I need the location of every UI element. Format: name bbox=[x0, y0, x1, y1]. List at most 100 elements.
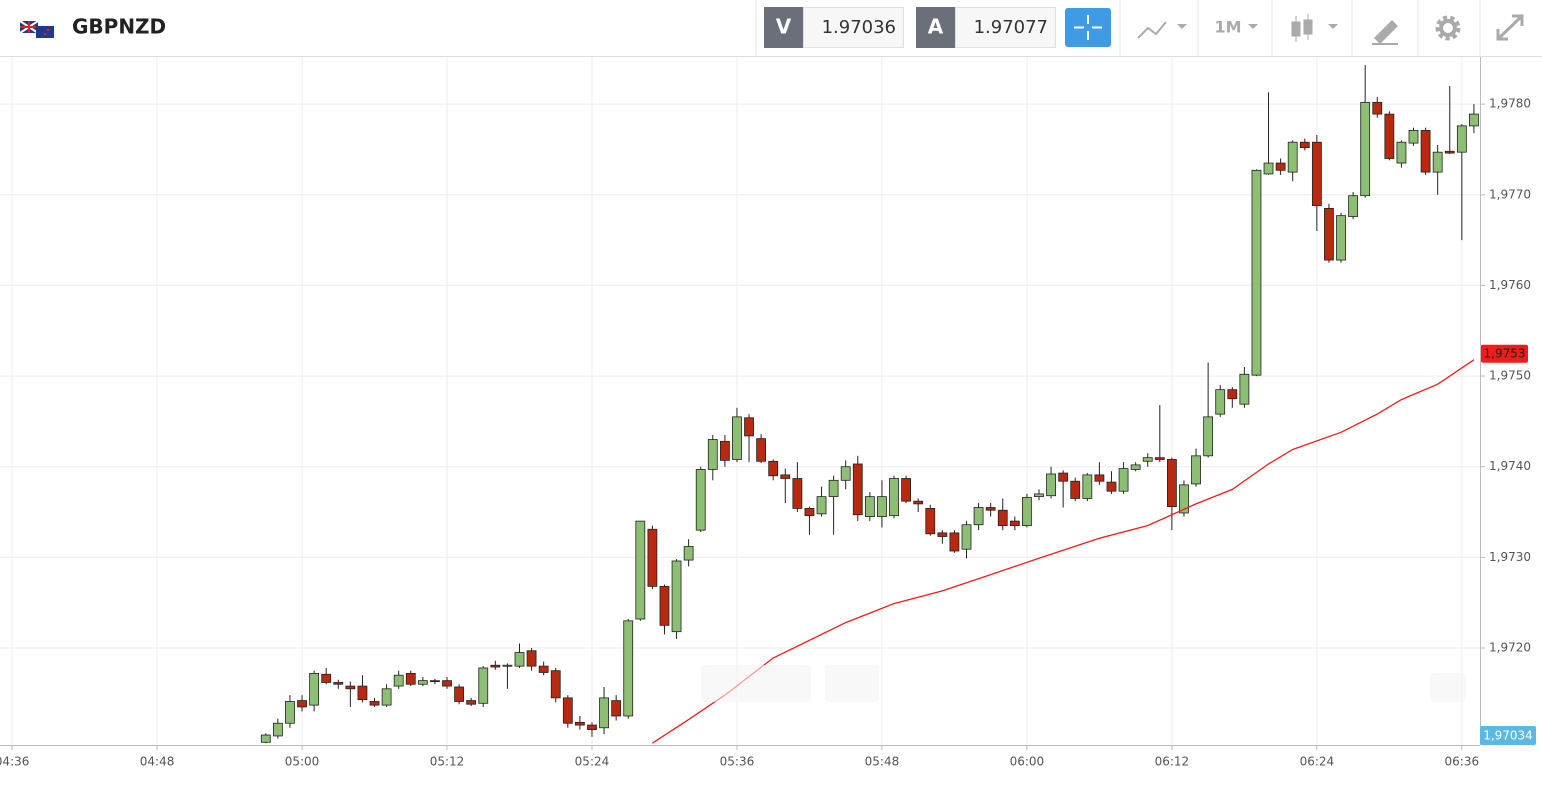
candle-body bbox=[1311, 141, 1322, 207]
bid-tag-box bbox=[1480, 726, 1536, 745]
candle-body bbox=[1058, 472, 1069, 482]
moving-average bbox=[652, 359, 1475, 744]
candle-body bbox=[1420, 130, 1431, 173]
candle-body bbox=[1299, 141, 1310, 149]
x-tick-label: 05:36 bbox=[720, 755, 755, 769]
candle-body bbox=[901, 478, 911, 502]
bid-label: V bbox=[776, 15, 792, 39]
candle-body bbox=[1118, 468, 1129, 492]
candle-body bbox=[973, 507, 984, 526]
candle-body bbox=[478, 667, 489, 704]
candle-body bbox=[1179, 484, 1189, 514]
x-tick-label: 06:12 bbox=[1155, 755, 1190, 769]
candle-body bbox=[1360, 101, 1371, 197]
flag bbox=[19, 20, 54, 38]
x-tick-label: 04:48 bbox=[140, 755, 175, 769]
candle-body bbox=[949, 532, 960, 552]
candle-body bbox=[381, 688, 392, 706]
candle-body bbox=[369, 701, 380, 706]
chart-type-button[interactable] bbox=[1137, 21, 1187, 39]
x-tick-label: 04:36 bbox=[0, 755, 29, 769]
ask-price: 1.97077 bbox=[974, 17, 1048, 38]
candle-body bbox=[1348, 195, 1359, 217]
ask-box bbox=[955, 7, 1056, 48]
overlay-button[interactable] bbox=[825, 665, 879, 702]
candle-body bbox=[599, 697, 609, 729]
ask-button[interactable] bbox=[916, 7, 955, 48]
candle-body bbox=[526, 650, 537, 667]
candle-body bbox=[1082, 474, 1093, 499]
candle-body bbox=[707, 439, 718, 470]
crosshair-button[interactable] bbox=[1065, 8, 1111, 47]
candle-body bbox=[1191, 455, 1201, 485]
candle-body bbox=[1094, 474, 1105, 482]
candle-body bbox=[260, 734, 271, 743]
candle-body bbox=[877, 496, 887, 517]
candle-body bbox=[985, 507, 996, 511]
candle-body bbox=[1106, 481, 1117, 492]
candle-body bbox=[285, 701, 295, 724]
y-tick-label: 1,9740 bbox=[1489, 459, 1531, 473]
bid-button[interactable] bbox=[764, 7, 803, 48]
candle-body bbox=[309, 672, 320, 706]
candle-body bbox=[792, 478, 803, 509]
candle-body bbox=[587, 724, 597, 730]
candle-body bbox=[1396, 141, 1407, 164]
candle-body bbox=[756, 438, 767, 462]
overlay-button[interactable] bbox=[701, 665, 811, 702]
candle-body bbox=[321, 673, 332, 683]
candle-body bbox=[1239, 373, 1250, 405]
x-tick-label: 05:24 bbox=[575, 755, 610, 769]
candle-body bbox=[1287, 141, 1298, 173]
x-tick-label: 06:36 bbox=[1445, 755, 1480, 769]
fullscreen-button[interactable] bbox=[1496, 14, 1524, 41]
candle-body bbox=[272, 722, 283, 737]
candle-body bbox=[683, 546, 694, 561]
timeframe-arrow bbox=[1248, 24, 1258, 29]
candle-body bbox=[357, 685, 368, 701]
settings-button[interactable] bbox=[1435, 15, 1461, 41]
candle-body bbox=[1469, 113, 1479, 127]
candle-body bbox=[913, 500, 924, 505]
candle-body bbox=[997, 509, 1008, 527]
bid-box bbox=[803, 7, 904, 48]
overlay-button[interactable] bbox=[1430, 673, 1466, 702]
candle-body bbox=[695, 469, 706, 531]
candle-body bbox=[635, 520, 646, 620]
candle-style-button[interactable] bbox=[1291, 14, 1338, 42]
candle-body bbox=[828, 479, 839, 498]
candle-body bbox=[925, 508, 936, 535]
y-tick-label: 1,9750 bbox=[1489, 369, 1531, 383]
draw-button[interactable] bbox=[1372, 20, 1398, 45]
candle-body bbox=[430, 680, 440, 683]
candle-body bbox=[345, 685, 356, 690]
candle-body bbox=[1263, 162, 1274, 175]
timeframe[interactable]: 1M bbox=[1214, 18, 1241, 37]
candle-body bbox=[889, 478, 899, 517]
candle-body bbox=[1324, 207, 1334, 261]
candle-body bbox=[623, 620, 634, 717]
x-tick-label: 05:48 bbox=[865, 755, 900, 769]
candle-body bbox=[659, 585, 670, 626]
candle-body bbox=[297, 700, 307, 708]
candle-body bbox=[1251, 169, 1262, 376]
candle-body bbox=[454, 686, 464, 702]
y-tick-label: 1,9760 bbox=[1489, 278, 1531, 292]
candle-body bbox=[1444, 150, 1455, 154]
symbol: GBPNZD bbox=[72, 15, 166, 39]
candle-body bbox=[1130, 464, 1141, 470]
candle-body bbox=[1372, 101, 1383, 115]
candle-body bbox=[852, 463, 863, 516]
candle-body bbox=[442, 680, 452, 687]
candle-body bbox=[1275, 162, 1286, 171]
candle-body bbox=[514, 652, 525, 667]
candle-body bbox=[550, 670, 561, 699]
x-tick-label: 06:00 bbox=[1010, 755, 1045, 769]
candle-body bbox=[864, 496, 875, 517]
candle-body bbox=[647, 528, 658, 587]
candle-body bbox=[719, 440, 730, 461]
ma-tag: 1,9753 bbox=[1484, 346, 1526, 360]
y-tick-label: 1,9780 bbox=[1489, 97, 1531, 111]
candle-body bbox=[768, 460, 779, 477]
